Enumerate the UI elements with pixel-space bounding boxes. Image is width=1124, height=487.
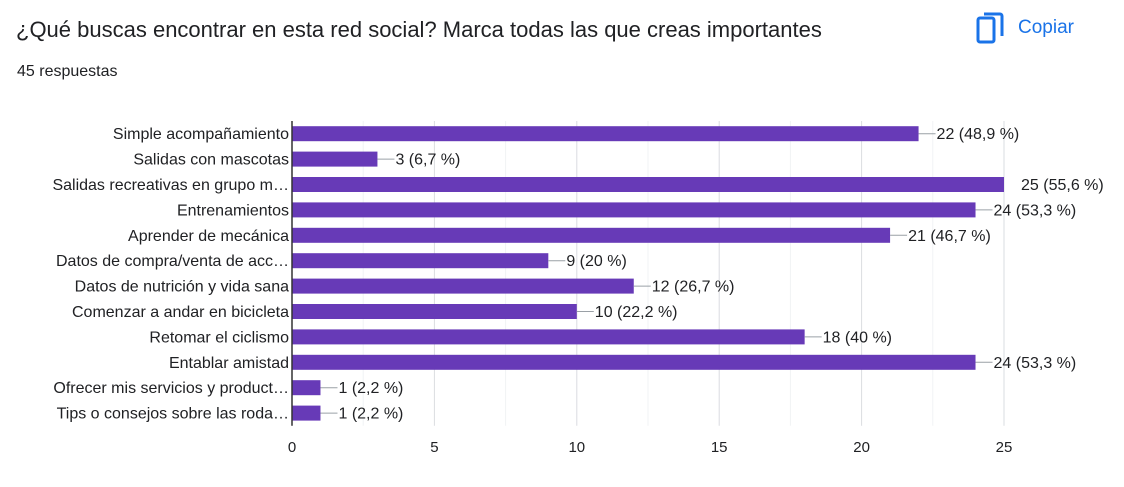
category-label: Ofrecer mis servicios y product… [53, 380, 289, 397]
bar [292, 380, 321, 396]
data-label: 24 (53,3 %) [994, 202, 1077, 219]
x-tick-label: 5 [430, 439, 438, 456]
category-label: Entablar amistad [169, 355, 289, 372]
copy-button[interactable]: Copiar [976, 9, 1074, 47]
x-tick-label: 20 [853, 439, 870, 456]
category-label: Salidas recreativas en grupo m… [52, 177, 289, 194]
bar [292, 177, 1004, 192]
category-label: Tips o consejos sobre las roda… [57, 406, 289, 423]
bar [292, 304, 577, 319]
x-tick-label: 10 [568, 439, 585, 456]
category-label: Datos de nutrición y vida sana [75, 279, 289, 296]
x-tick-label: 0 [288, 439, 296, 456]
category-label: Entrenamientos [177, 202, 289, 219]
bar [292, 405, 321, 421]
category-label: Aprender de mecánica [128, 228, 289, 245]
category-label: Simple acompañamiento [113, 126, 289, 143]
category-label: Salidas con mascotas [133, 152, 289, 169]
category-label: Retomar el ciclismo [149, 329, 289, 346]
bar [292, 202, 976, 218]
bar [292, 151, 378, 167]
x-tick-label: 25 [996, 439, 1013, 456]
data-label: 21 (46,7 %) [908, 228, 991, 245]
data-label: 1 (2,2 %) [338, 406, 403, 423]
data-label: 3 (6,7 %) [395, 152, 460, 169]
bar [292, 329, 805, 345]
data-label: 9 (20 %) [566, 253, 626, 270]
category-label: Datos de compra/venta de acc… [56, 253, 289, 270]
question-title: ¿Qué buscas encontrar en esta red social… [16, 17, 822, 42]
data-label: 24 (53,3 %) [994, 355, 1077, 372]
bar [292, 227, 891, 243]
data-label: 25 (55,6 %) [1021, 177, 1104, 194]
data-label: 12 (26,7 %) [652, 279, 735, 296]
bar [292, 278, 634, 294]
copy-label: Copiar [1018, 17, 1074, 38]
bar [292, 126, 919, 142]
data-label: 18 (40 %) [823, 329, 892, 346]
data-label: 10 (22,2 %) [595, 304, 678, 321]
response-count: 45 respuestas [17, 63, 118, 80]
x-tick-label: 15 [711, 439, 728, 456]
bar [292, 354, 976, 370]
bar [292, 253, 549, 269]
data-label: 22 (48,9 %) [937, 126, 1020, 143]
data-label: 1 (2,2 %) [338, 380, 403, 397]
category-label: Comenzar a andar en bicicleta [72, 304, 289, 321]
copy-icon [976, 12, 1004, 44]
